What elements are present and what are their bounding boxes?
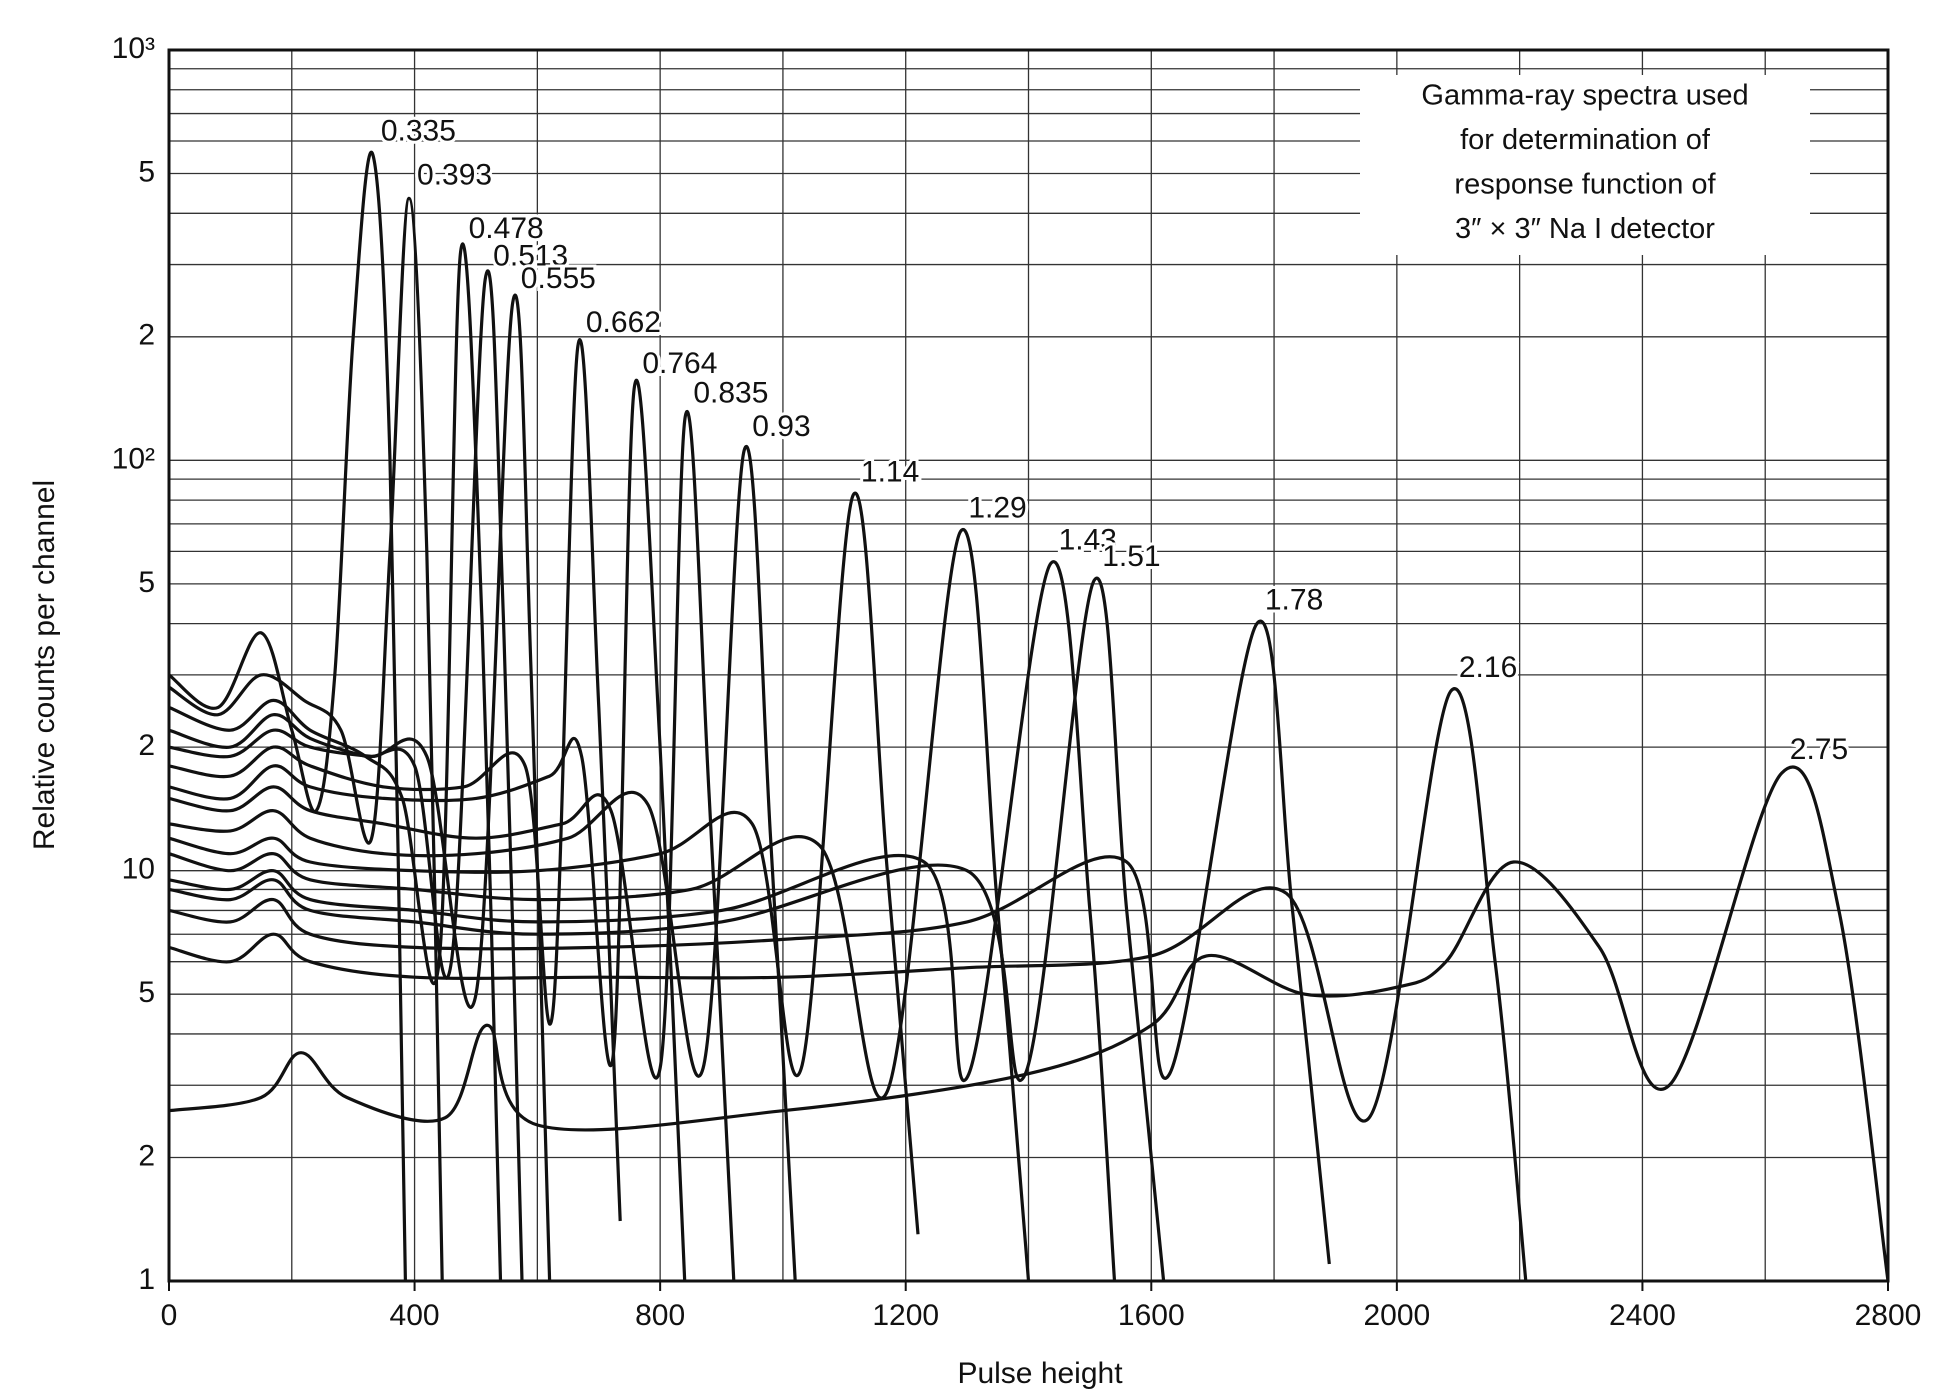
peak-label: 1.43 bbox=[1059, 524, 1117, 557]
y-tick-label: 2 bbox=[138, 729, 155, 762]
spectrum-line bbox=[169, 491, 920, 1235]
annotation-box bbox=[1360, 75, 1810, 255]
annotation-line: for determination of bbox=[1460, 124, 1711, 156]
y-tick-label: 5 bbox=[138, 566, 155, 599]
spectrum-line bbox=[169, 150, 407, 1281]
peak-label: 0.662 bbox=[586, 306, 661, 339]
peak-label: 1.51 bbox=[1102, 540, 1160, 573]
x-tick-label: 2000 bbox=[1363, 1299, 1430, 1332]
peak-label: 0.478 bbox=[469, 212, 544, 245]
x-axis-label: Pulse height bbox=[957, 1357, 1123, 1390]
peak-label: 0.835 bbox=[693, 376, 768, 409]
curves bbox=[169, 150, 1888, 1281]
y-tick-label: 2 bbox=[138, 319, 155, 352]
annotation-line: response function of bbox=[1454, 169, 1716, 201]
peak-label: 1.78 bbox=[1265, 584, 1323, 617]
peak-label: 0.335 bbox=[381, 115, 456, 148]
spectrum-line bbox=[169, 338, 622, 1222]
peak-label: 0.555 bbox=[521, 262, 596, 295]
spectrum-line bbox=[169, 378, 687, 1281]
spectrum-line bbox=[169, 242, 503, 1281]
spectrum-line bbox=[169, 765, 1888, 1281]
y-tick-label: 2 bbox=[138, 1139, 155, 1172]
x-tick-label: 1200 bbox=[872, 1299, 939, 1332]
y-tick-label: 1 bbox=[138, 1263, 155, 1296]
x-tick-label: 2400 bbox=[1609, 1299, 1676, 1332]
annotation-line: 3″ × 3″ Na I detector bbox=[1455, 213, 1715, 245]
annotation-line: Gamma-ray spectra used bbox=[1421, 80, 1748, 112]
y-tick-label: 5 bbox=[138, 155, 155, 188]
spectrum-line bbox=[169, 527, 1031, 1281]
x-tick-label: 400 bbox=[390, 1299, 440, 1332]
peak-label: 2.16 bbox=[1459, 651, 1517, 684]
y-tick-label: 10² bbox=[112, 442, 155, 475]
spectrum-line bbox=[169, 445, 797, 1281]
peak-label: 1.14 bbox=[861, 456, 919, 489]
spectrum-line bbox=[169, 560, 1117, 1281]
y-tick-label: 10 bbox=[122, 853, 155, 886]
spectrum-line bbox=[169, 687, 1528, 1281]
x-tick-label: 800 bbox=[635, 1299, 685, 1332]
y-tick-label: 5 bbox=[138, 976, 155, 1009]
spectrum-line bbox=[169, 410, 736, 1281]
peak-label: 0.513 bbox=[493, 239, 568, 272]
spectrum-line bbox=[169, 576, 1166, 1281]
spectrum-line bbox=[169, 293, 552, 1281]
spectrum-line bbox=[169, 619, 1331, 1265]
y-axis-label: Relative counts per channel bbox=[28, 480, 61, 850]
x-tick-label: 0 bbox=[161, 1299, 178, 1332]
x-tick-label: 2800 bbox=[1855, 1299, 1922, 1332]
y-tick-label: 10³ bbox=[112, 32, 155, 65]
peak-label: 0.764 bbox=[642, 347, 717, 380]
x-tick-label: 1600 bbox=[1118, 1299, 1185, 1332]
peak-label: 0.93 bbox=[752, 410, 810, 443]
peak-label: 2.75 bbox=[1790, 733, 1848, 766]
spectrum-line bbox=[169, 196, 444, 1281]
peak-label: 0.393 bbox=[417, 158, 492, 191]
plot-frame bbox=[167, 48, 1890, 1283]
peak-label: 1.29 bbox=[968, 492, 1026, 525]
